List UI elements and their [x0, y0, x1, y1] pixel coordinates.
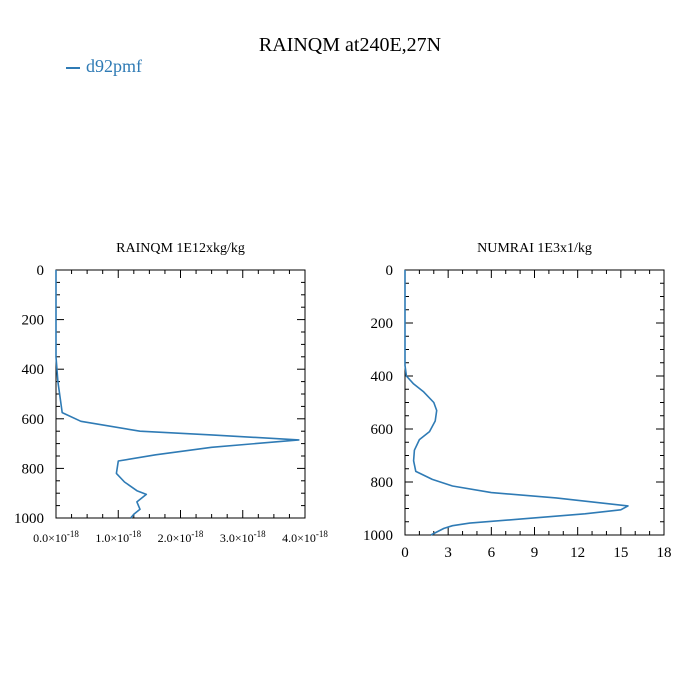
- y-tick-label: 200: [22, 313, 45, 329]
- x-tick-label: 3.0×10-18: [220, 529, 266, 545]
- y-tick-label: 1000: [363, 528, 393, 544]
- plot-frame: [55, 269, 306, 519]
- chart-1: RAINQM 1E12xkg/kg 0 200 400 600 800 1000 0.0×10…: [14, 241, 328, 545]
- x-tick-label: 3: [444, 545, 452, 561]
- x-tick-label: 9: [531, 545, 539, 561]
- y-tick-label: 0: [386, 263, 394, 279]
- page-title: RAINQM at240E,27N: [258, 34, 442, 56]
- y-tick-label: 1000: [14, 511, 44, 527]
- series-line-d92pmf: [404, 270, 629, 536]
- x-tick-label: 4.0×10-18: [282, 529, 328, 545]
- x-tick-label: 6: [488, 545, 496, 561]
- chart-2: NUMRAI 1E3x1/kg 0 200 400 600 800 1000 0 3 6 9 12 15…: [363, 241, 672, 561]
- x-tick-label: 0.0×10-18: [33, 529, 79, 545]
- legend-swatch: [66, 66, 80, 69]
- plot-frame: [404, 269, 665, 536]
- y-tick-label: 800: [22, 461, 45, 477]
- y-tick-label: 400: [22, 362, 45, 378]
- legend-label: d92pmf: [86, 56, 142, 76]
- series-line-d92pmf: [55, 270, 300, 519]
- y-tick-label: 800: [371, 475, 394, 491]
- x-tick-label: 1.0×10-18: [95, 529, 141, 545]
- x-tick-label: 18: [657, 545, 672, 561]
- y-tick-label: 400: [371, 369, 394, 385]
- legend: d92pmf: [66, 56, 142, 77]
- y-tick-label: 0: [37, 263, 45, 279]
- chart-title: NUMRAI 1E3x1/kg: [477, 241, 592, 256]
- y-tick-label: 600: [371, 422, 394, 438]
- y-tick-label: 200: [371, 316, 394, 332]
- x-tick-label: 12: [570, 545, 585, 561]
- x-tick-label: 15: [613, 545, 628, 561]
- x-tick-label: 2.0×10-18: [158, 529, 204, 545]
- chart-title: RAINQM 1E12xkg/kg: [116, 241, 245, 256]
- x-tick-label: 0: [401, 545, 409, 561]
- y-tick-label: 600: [22, 412, 45, 428]
